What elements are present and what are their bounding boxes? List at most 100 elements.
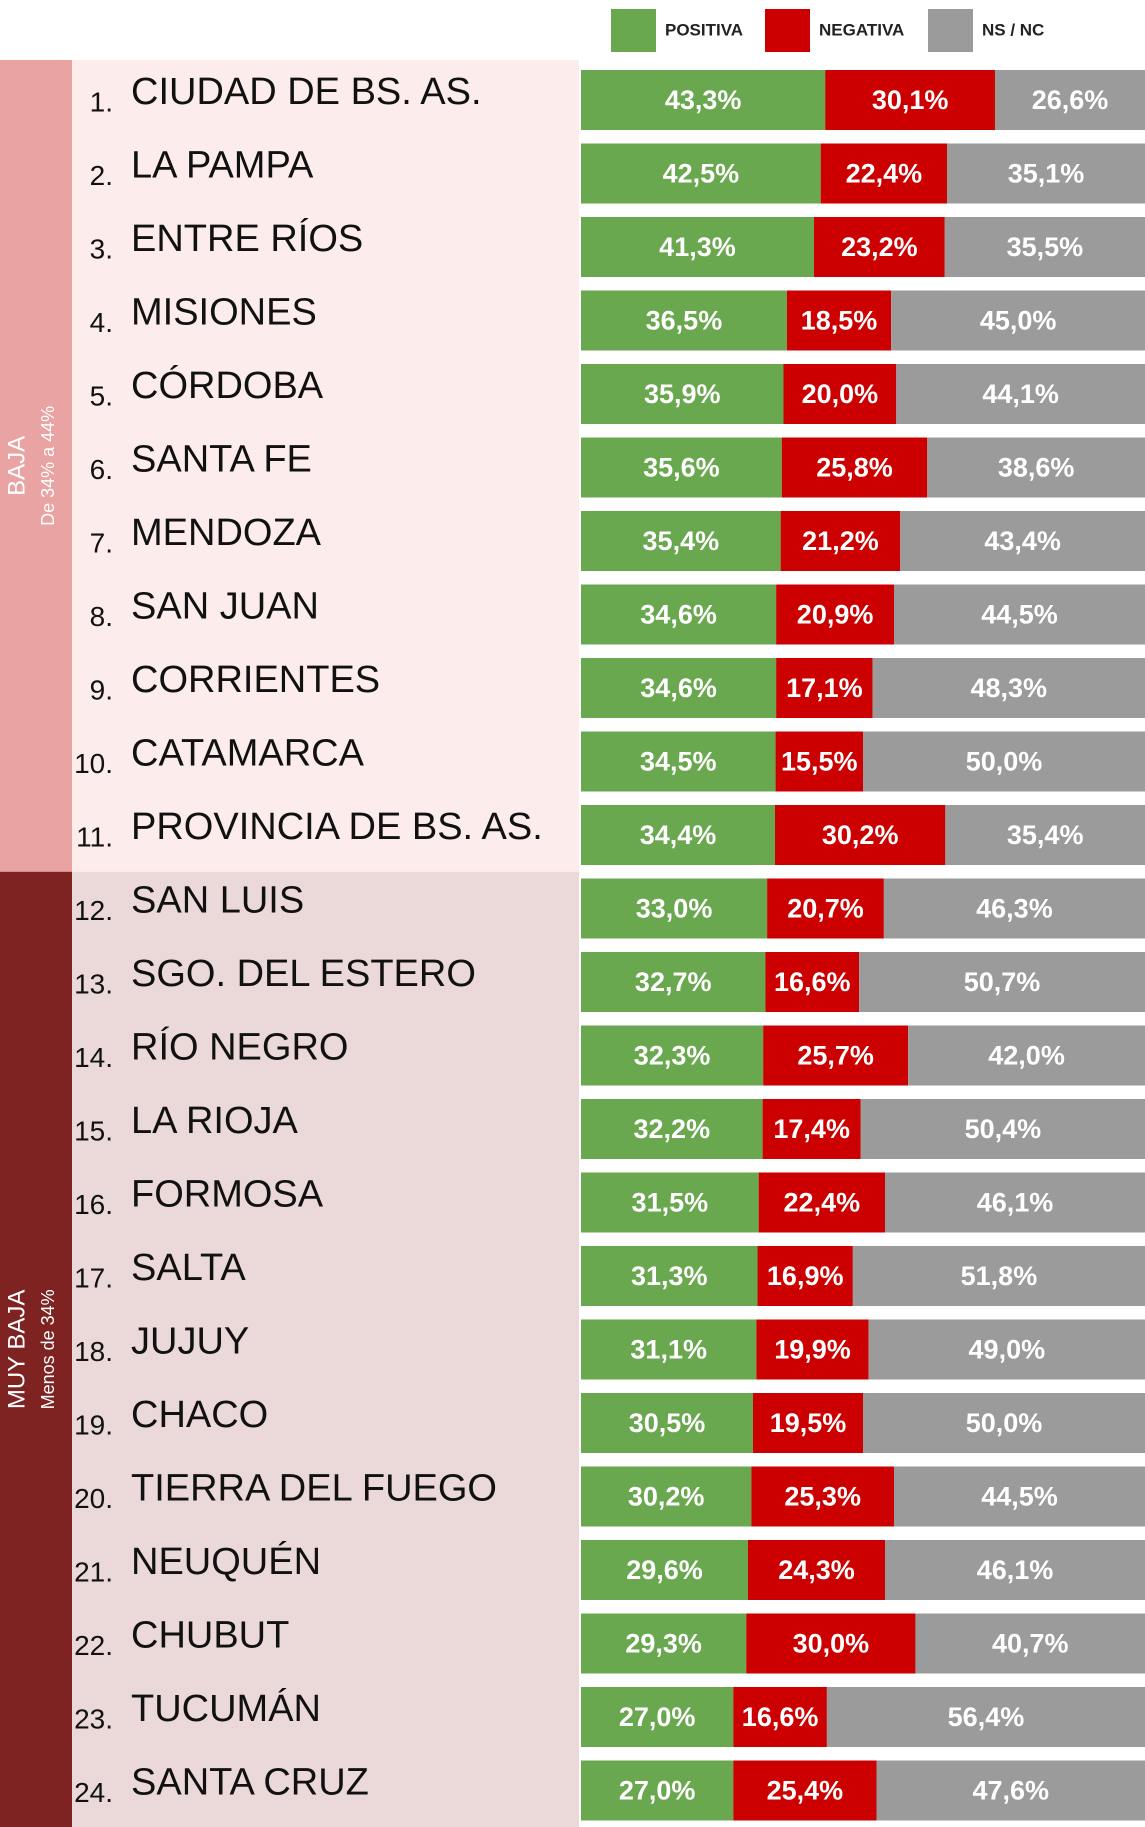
bar-segment: [581, 805, 776, 865]
value-label: 32,7%: [635, 967, 712, 997]
bar-segment: [733, 1760, 877, 1821]
value-label: 38,6%: [998, 453, 1075, 483]
group-subtitle: Menos de 34%: [38, 1289, 58, 1409]
value-label: 35,4%: [1007, 820, 1084, 850]
category-label: SAN LUIS: [131, 880, 304, 922]
value-label: 40,7%: [992, 1629, 1069, 1659]
category-label: SGO. DEL ESTERO: [131, 953, 476, 995]
value-label: 25,7%: [797, 1041, 874, 1071]
value-label: 50,7%: [964, 967, 1041, 997]
value-label: 29,6%: [626, 1555, 703, 1585]
rank: 15.: [74, 1115, 113, 1146]
value-label: 22,4%: [846, 159, 923, 189]
rank: 8.: [90, 601, 113, 632]
bar-segment: [781, 437, 928, 498]
bar-segment: [783, 364, 897, 424]
value-label: 27,0%: [619, 1702, 696, 1732]
value-label: 41,3%: [659, 232, 736, 262]
rank: 16.: [74, 1189, 113, 1220]
category-label: JUJUY: [131, 1321, 249, 1363]
category-label: CHUBUT: [131, 1615, 289, 1657]
bar-segment: [894, 584, 1145, 645]
bar-segment: [860, 1099, 1145, 1159]
bar-segment: [780, 511, 901, 571]
value-label: 19,5%: [770, 1408, 847, 1438]
value-label: 30,5%: [629, 1408, 706, 1438]
value-label: 31,3%: [631, 1261, 708, 1291]
category-label: SANTA CRUZ: [131, 1762, 369, 1804]
value-label: 46,1%: [977, 1188, 1054, 1218]
value-label: 44,5%: [981, 1482, 1058, 1512]
category-label: MISIONES: [131, 292, 317, 334]
value-label: 34,5%: [640, 747, 717, 777]
rank: 9.: [90, 674, 113, 705]
bar-segment: [581, 1760, 734, 1821]
rank: 4.: [90, 307, 113, 338]
bar-segment: [581, 878, 768, 939]
bar-segment: [581, 511, 781, 571]
value-label: 17,1%: [786, 673, 863, 703]
value-label: 25,3%: [784, 1482, 861, 1512]
rank: 10.: [74, 748, 113, 779]
value-label: 47,6%: [972, 1776, 1049, 1806]
value-label: 20,7%: [787, 894, 864, 924]
value-label: 42,0%: [988, 1041, 1065, 1071]
value-label: 31,5%: [632, 1188, 709, 1218]
bar-segment: [872, 658, 1145, 718]
value-label: 30,2%: [822, 820, 899, 850]
value-label: 44,5%: [981, 600, 1058, 630]
value-label: 23,2%: [841, 232, 918, 262]
bar-segment: [581, 952, 766, 1012]
value-label: 56,4%: [948, 1702, 1025, 1732]
value-label: 50,4%: [965, 1114, 1042, 1144]
legend-swatch: [765, 9, 810, 52]
legend-swatch: [928, 9, 973, 52]
category-label: SANTA FE: [131, 439, 312, 481]
bar-segment: [908, 1025, 1145, 1086]
category-label: CIUDAD DE BS. AS.: [131, 71, 482, 113]
group-subtitle: De 34% a 44%: [38, 406, 58, 526]
value-label: 36,5%: [646, 306, 723, 336]
category-label: SALTA: [131, 1247, 246, 1289]
value-label: 19,9%: [774, 1335, 851, 1365]
category-label: PROVINCIA DE BS. AS.: [131, 806, 543, 848]
bar-segment: [581, 1099, 763, 1159]
bar-segment: [746, 1613, 916, 1674]
legend-swatch: [611, 9, 656, 52]
rank: 23.: [74, 1703, 113, 1734]
category-label: CATAMARCA: [131, 733, 365, 775]
bar-segment: [876, 1760, 1145, 1821]
bar-segment: [581, 143, 821, 204]
bar-segment: [775, 805, 946, 865]
rank: 1.: [90, 86, 113, 117]
bar-segment: [945, 805, 1145, 865]
bar-segment: [776, 584, 895, 645]
value-label: 17,4%: [773, 1114, 850, 1144]
rank: 21.: [74, 1556, 113, 1587]
bar-segment: [756, 1319, 869, 1380]
category-label: SAN JUAN: [131, 586, 319, 628]
value-label: 43,4%: [984, 526, 1061, 556]
category-label: RÍO NEGRO: [131, 1026, 348, 1069]
bar-segment: [763, 1025, 909, 1086]
bar-segment: [581, 1319, 757, 1380]
value-label: 35,5%: [1007, 232, 1084, 262]
bar-segment: [776, 658, 873, 718]
rank: 19.: [74, 1409, 113, 1440]
bar-segment: [581, 731, 776, 792]
value-label: 18,5%: [801, 306, 878, 336]
category-label: LA RIOJA: [131, 1100, 298, 1142]
legend-label: POSITIVA: [665, 20, 743, 39]
value-label: 30,1%: [872, 85, 949, 115]
rank: 18.: [74, 1336, 113, 1367]
bar-segment: [581, 1025, 764, 1086]
group-band: [0, 60, 72, 872]
value-label: 25,8%: [816, 453, 893, 483]
bar-segment: [944, 217, 1145, 277]
value-label: 49,0%: [969, 1335, 1046, 1365]
rank: 3.: [90, 233, 113, 264]
bar-segment: [581, 1613, 747, 1674]
category-label: CORRIENTES: [131, 659, 380, 701]
value-label: 30,0%: [793, 1629, 870, 1659]
